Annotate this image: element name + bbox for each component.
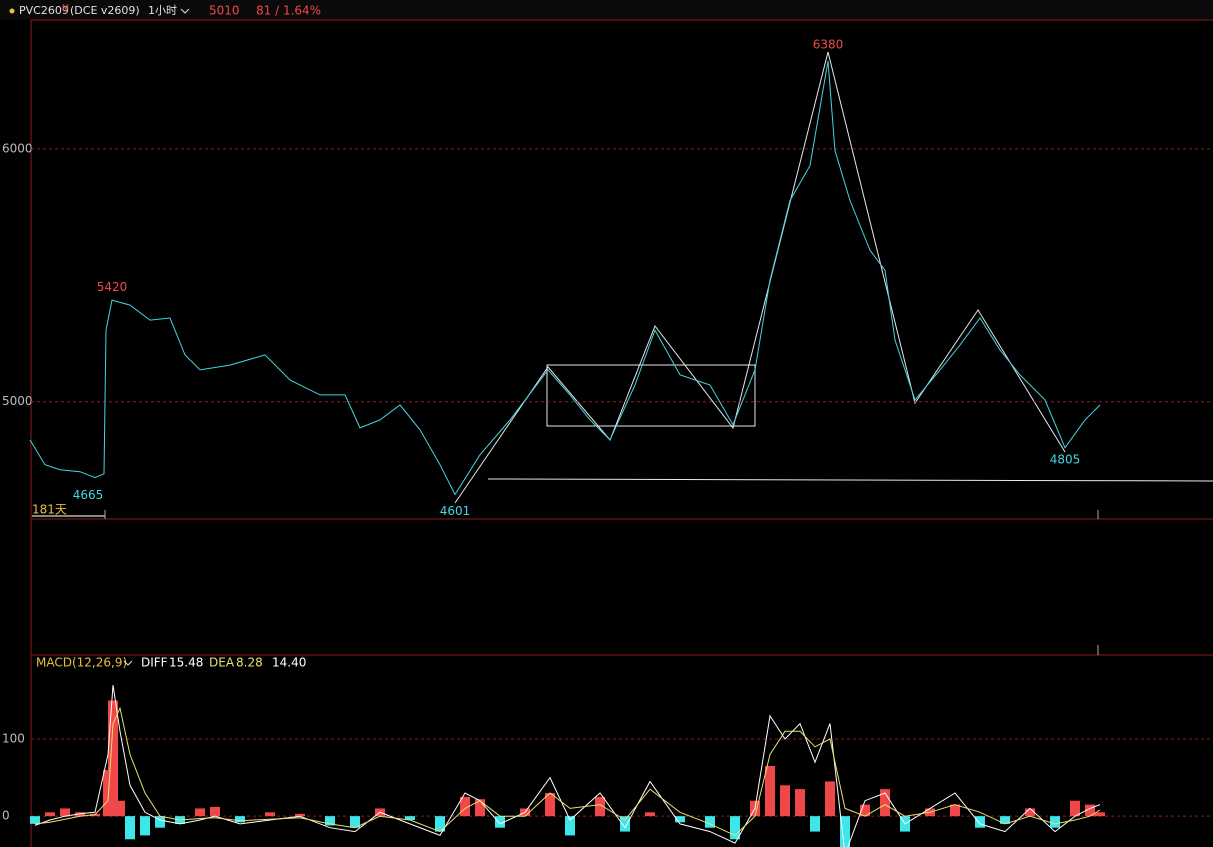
macd-bar	[595, 796, 605, 817]
readout-value: 14.40	[272, 656, 306, 670]
status-dot	[9, 8, 15, 14]
macd-bar	[545, 793, 555, 817]
macd-bar	[975, 816, 985, 828]
macd-bar	[30, 816, 40, 824]
box-drawing[interactable]	[546, 364, 756, 427]
macd-bar	[620, 816, 630, 832]
price-line	[29, 60, 1101, 496]
macd-bar	[265, 812, 275, 817]
macd-bar	[295, 813, 305, 817]
indicator-title[interactable]: MACD(12,26,9)	[36, 656, 127, 670]
indicator-line	[34, 685, 1101, 847]
extreme-label: 5420	[97, 280, 128, 294]
symbol-flag: M	[62, 4, 69, 13]
last-price: 5010	[209, 4, 240, 18]
zigzag-drawing[interactable]	[454, 51, 1066, 504]
macd-bar	[140, 816, 150, 836]
macd-bar	[155, 816, 165, 828]
extreme-label: 4805	[1050, 453, 1081, 467]
readout-name: DIFF	[141, 656, 168, 670]
macd-bar	[1085, 804, 1095, 817]
macd-bar	[565, 816, 575, 836]
y-tick-label: 5000	[2, 394, 33, 408]
macd-bar	[860, 804, 870, 817]
readout-value: 15.48	[169, 656, 203, 670]
extreme-label: 4601	[440, 504, 471, 518]
macd-bar	[350, 816, 360, 828]
macd-bar	[325, 816, 335, 826]
macd-bar	[780, 785, 790, 817]
readout-value: 8.28	[236, 656, 263, 670]
macd-bar	[495, 816, 505, 828]
extreme-label: 4665	[73, 488, 104, 502]
macd-bar	[235, 816, 245, 823]
macd-bar	[115, 800, 125, 817]
macd-bar	[730, 816, 740, 840]
macd-bar	[765, 766, 775, 817]
macd-bar	[645, 812, 655, 817]
dropdown-icon[interactable]	[180, 8, 190, 14]
y-tick-label: 6000	[2, 141, 33, 155]
macd-bar	[108, 700, 118, 817]
macd-bar	[795, 789, 805, 817]
extreme-label: 6380	[813, 37, 844, 51]
macd-bar	[125, 816, 135, 840]
macd-bar	[950, 804, 960, 817]
toolbar	[0, 0, 1213, 20]
macd-bar	[840, 816, 850, 847]
readout-name: DEA	[209, 656, 235, 670]
exchange: (DCE v2609)	[70, 4, 140, 17]
macd-bar	[675, 816, 685, 823]
macd-bar	[210, 806, 220, 817]
macd-bar	[1070, 800, 1080, 817]
macd-bar	[475, 799, 485, 817]
macd-bar	[825, 781, 835, 817]
macd-bar	[405, 816, 415, 821]
macd-bar	[45, 812, 55, 817]
macd-bar	[880, 789, 890, 817]
y-tick-label: 100	[2, 732, 25, 746]
macd-bar	[810, 816, 820, 832]
macd-bar	[1095, 812, 1105, 817]
support-line[interactable]	[487, 478, 1213, 482]
period-label: 181天	[32, 503, 67, 517]
macd-bar	[705, 816, 715, 828]
macd-bar	[60, 808, 70, 817]
y-tick-label: 0	[2, 809, 10, 823]
price-change: 81 / 1.64%	[256, 4, 321, 18]
period-select[interactable]: 1小时	[148, 4, 177, 17]
macd-bar	[460, 796, 470, 817]
macd-bar	[435, 816, 445, 832]
macd-bar	[1000, 816, 1010, 824]
macd-bar	[195, 808, 205, 817]
indicator-line	[34, 706, 1101, 836]
macd-bar	[1050, 816, 1060, 828]
macd-bar	[1025, 808, 1035, 817]
dropdown-icon[interactable]	[123, 660, 133, 666]
symbol[interactable]: PVC2609	[19, 4, 69, 17]
